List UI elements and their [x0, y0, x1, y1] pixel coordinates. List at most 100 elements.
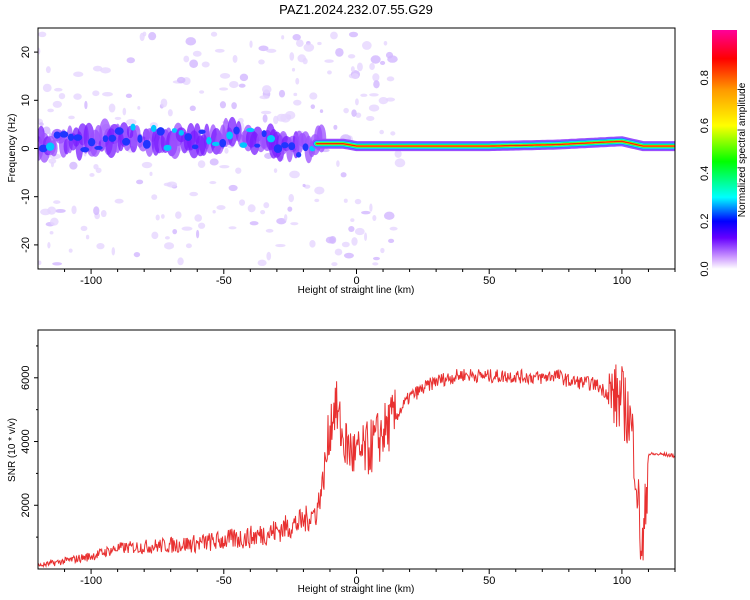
heatmap-noise-blob: [247, 204, 256, 213]
heatmap-peak-blob: [184, 133, 193, 141]
heatmap-noise-blob: [160, 214, 165, 219]
x-tick-label: -100: [80, 575, 102, 587]
heatmap-noise-blob: [114, 116, 122, 120]
heatmap-noise-blob: [232, 55, 238, 63]
heatmap-noise-blob: [355, 98, 359, 106]
heatmap-noise-blob: [93, 163, 99, 170]
heatmap-noise-blob: [292, 34, 301, 41]
heatmap-noise-blob: [137, 105, 141, 110]
heatmap-noise-blob: [71, 205, 77, 215]
heatmap-noise-blob: [148, 32, 157, 41]
heatmap-noise-blob: [297, 54, 306, 63]
heatmap-noise-blob: [47, 242, 51, 249]
heatmap-noise-blob: [302, 183, 306, 188]
heatmap-noise-blob: [372, 215, 377, 222]
heatmap-noise-blob: [343, 107, 349, 114]
heatmap-noise-blob: [197, 160, 206, 168]
heatmap-noise-blob: [196, 229, 200, 239]
y-tick-label: 4000: [20, 429, 32, 453]
heatmap-noise-blob: [136, 179, 144, 185]
figure-title: PAZ1.2024.232.07.55.G29: [279, 2, 433, 17]
colorbar-tick-label: 0.0: [699, 261, 711, 276]
heatmap-noise-blob: [85, 234, 90, 240]
heatmap-noise-blob: [89, 173, 95, 177]
heatmap-noise-blob: [160, 98, 168, 108]
heatmap-noise-blob: [216, 205, 226, 210]
heatmap-noise-blob: [257, 259, 267, 267]
heatmap-noise-blob: [379, 129, 384, 135]
x-tick-label: 50: [483, 275, 495, 287]
heatmap-peak-blob: [233, 126, 240, 135]
colorbar-label: Normalized spectral amplitude: [737, 82, 748, 217]
heatmap-peak-blob: [191, 144, 199, 150]
heatmap-noise-blob: [355, 112, 362, 118]
heatmap-noise-blob: [289, 170, 300, 179]
heatmap-peak-blob: [67, 133, 74, 141]
heatmap-noise-blob: [380, 247, 385, 254]
colorbar-tick-label: 0.2: [699, 214, 711, 229]
heatmap-peak-blob: [198, 129, 206, 135]
heatmap-noise-blob: [219, 73, 231, 79]
heatmap-noise-blob: [102, 91, 113, 97]
heatmap-noise-blob: [258, 59, 265, 65]
heatmap-peak-blob: [281, 142, 289, 149]
heatmap-noise-blob: [214, 48, 225, 53]
heatmap-noise-blob: [343, 252, 354, 259]
heatmap-noise-blob: [276, 217, 287, 225]
heatmap-peak-blob: [73, 134, 83, 141]
heatmap-noise-blob: [58, 92, 66, 100]
heatmap-noise-blob: [175, 211, 182, 219]
heatmap-noise-blob: [378, 97, 389, 105]
heatmap-peak-blob: [87, 137, 96, 147]
heatmap-peak-blob: [261, 130, 267, 138]
heatmap-noise-blob: [266, 251, 272, 261]
heatmap-noise-blob: [172, 229, 178, 235]
heatmap-noise-blob: [93, 206, 100, 216]
snr-line: [38, 364, 675, 569]
heatmap-noise-blob: [273, 168, 278, 173]
heatmap-noise-blob: [199, 90, 205, 94]
heatmap-peak-blob: [45, 142, 55, 151]
heatmap-noise-blob: [369, 62, 375, 71]
heatmap-noise-blob: [163, 182, 172, 187]
heatmap-peak-blob: [288, 142, 296, 151]
heatmap-noise-blob: [84, 100, 88, 110]
heatmap-noise-blob: [114, 198, 124, 204]
heatmap-peak-blob: [178, 130, 184, 136]
heatmap-noise-blob: [386, 76, 395, 82]
heatmap-noise-blob: [278, 89, 286, 98]
heatmap-noise-blob: [55, 208, 66, 213]
heatmap-noise-blob: [73, 71, 84, 77]
heatmap-noise-blob: [189, 105, 196, 112]
heatmap-noise-blob: [348, 31, 359, 38]
heatmap-noise-blob: [262, 114, 268, 123]
heatmap-noise-blob: [379, 60, 386, 66]
heatmap-noise-blob: [122, 107, 127, 116]
heatmap-noise-blob: [350, 218, 355, 223]
heatmap-noise-blob: [324, 59, 334, 63]
heatmap-noise-blob: [164, 242, 175, 250]
heatmap-noise-blob: [291, 67, 296, 72]
heatmap-noise-blob: [394, 149, 402, 158]
heatmap-noise-blob: [327, 70, 332, 75]
heatmap-noise-blob: [38, 47, 41, 55]
heatmap-noise-blob: [68, 115, 75, 120]
x-tick-label: -50: [216, 275, 232, 287]
heatmap-noise-blob: [189, 59, 199, 68]
heatmap-noise-blob: [350, 66, 355, 73]
snr-x-axis-label: Height of straight line (km): [298, 584, 415, 595]
heatmap-noise-blob: [383, 40, 388, 46]
heatmap-noise-blob: [260, 110, 272, 115]
heatmap-noise-blob: [155, 214, 160, 221]
heatmap-noise-blob: [362, 41, 372, 50]
heatmap-noise-blob: [366, 115, 375, 121]
heatmap-noise-blob: [235, 167, 242, 174]
heatmap-noise-blob: [347, 54, 356, 59]
x-tick-label: 100: [613, 275, 631, 287]
colorbar-ticks: 0.0 0.2 0.4 0.6 0.8: [699, 70, 711, 276]
heatmap-noise-blob: [333, 124, 338, 130]
heatmap-noise-blob: [239, 73, 249, 82]
heatmap-peak-blob: [59, 130, 69, 138]
heatmap-noise-blob: [151, 194, 158, 200]
heatmap-noise-blob: [364, 232, 368, 242]
